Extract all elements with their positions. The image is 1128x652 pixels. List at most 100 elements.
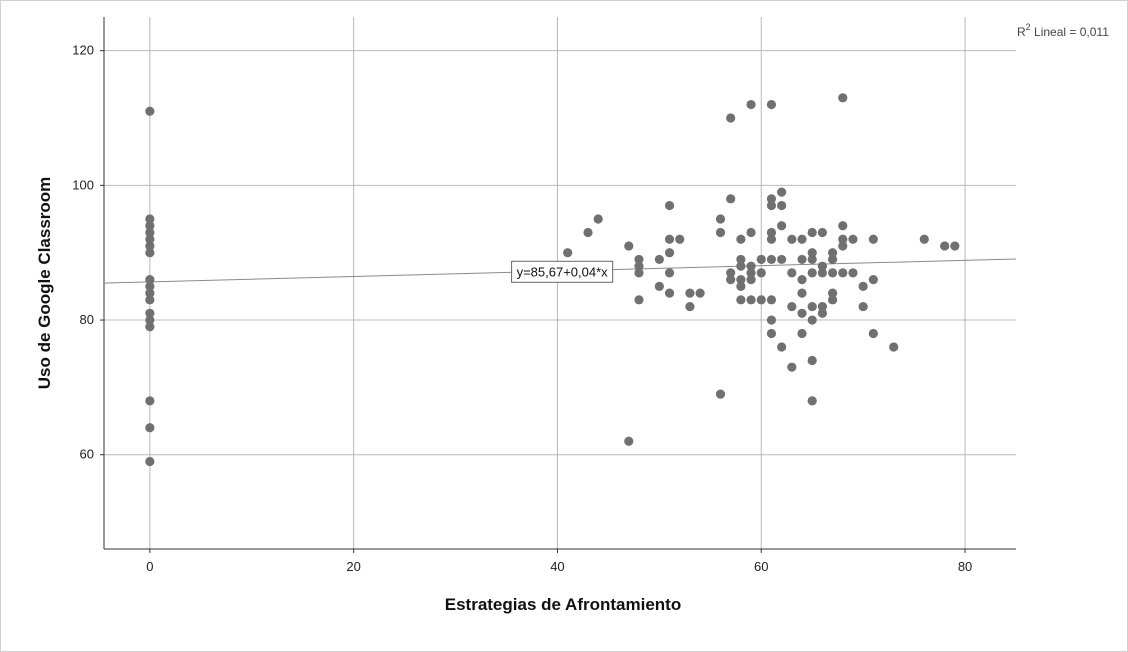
data-point (807, 248, 817, 258)
data-point (807, 254, 817, 265)
data-point (787, 268, 797, 278)
r2-label: R2 Lineal = 0,011 (1017, 22, 1109, 39)
x-ticks: 0 20 40 60 80 (146, 549, 972, 574)
data-point (817, 268, 827, 278)
data-point (817, 261, 827, 271)
data-point (634, 268, 644, 278)
data-point (817, 227, 827, 238)
data-point (634, 254, 644, 265)
x-tick-label: 60 (754, 559, 768, 574)
data-point (685, 301, 695, 312)
y-tick-label: 80 (80, 312, 94, 327)
data-point (145, 221, 155, 231)
data-point (797, 288, 807, 298)
data-point (624, 436, 634, 446)
data-point (715, 214, 726, 224)
data-point (746, 295, 756, 305)
data-point (583, 227, 593, 238)
data-point (145, 106, 155, 116)
data-point (145, 241, 155, 251)
data-point (807, 227, 817, 238)
data-point (777, 200, 787, 211)
data-point (726, 268, 736, 278)
data-point (797, 275, 807, 285)
data-point (715, 389, 726, 399)
data-point (726, 275, 736, 285)
data-point (838, 234, 848, 244)
y-axis-title: Uso de Google Classroom (35, 177, 54, 390)
data-point (145, 281, 155, 291)
data-point (145, 315, 155, 325)
data-points (145, 93, 960, 467)
data-point (838, 241, 848, 251)
data-point (940, 241, 950, 251)
data-point (807, 301, 817, 312)
data-point (817, 308, 827, 318)
data-point (766, 295, 777, 305)
data-point (746, 275, 756, 285)
data-point (664, 200, 675, 211)
data-point (858, 301, 868, 312)
data-point (736, 254, 746, 265)
r2-prefix: R (1017, 25, 1026, 39)
data-point (817, 301, 827, 312)
data-point (807, 355, 817, 366)
x-tick-label: 80 (958, 559, 972, 574)
data-point (675, 234, 685, 244)
data-point (797, 308, 807, 318)
data-point (787, 362, 797, 372)
data-point (695, 288, 705, 298)
data-point (777, 221, 787, 231)
data-point (777, 254, 787, 265)
data-point (145, 423, 155, 433)
data-point (145, 396, 155, 406)
data-point (807, 396, 817, 406)
data-point (145, 308, 155, 318)
data-point (145, 234, 155, 244)
data-point (736, 261, 746, 271)
data-point (756, 295, 766, 305)
data-point (889, 342, 899, 352)
data-point (766, 99, 777, 110)
data-point (868, 234, 878, 244)
data-point (736, 295, 746, 305)
data-point (756, 268, 766, 278)
x-tick-label: 40 (550, 559, 564, 574)
data-point (145, 227, 155, 238)
data-point (807, 315, 817, 325)
data-point (145, 275, 155, 285)
data-point (664, 234, 675, 244)
data-point (736, 234, 746, 244)
data-point (787, 234, 797, 244)
data-point (950, 241, 960, 251)
data-point (787, 301, 797, 312)
data-point (777, 342, 787, 352)
data-point (777, 187, 787, 197)
x-tick-label: 0 (146, 559, 153, 574)
data-point (766, 315, 777, 325)
data-point (766, 227, 777, 238)
data-point (634, 261, 644, 271)
data-point (858, 281, 868, 291)
y-ticks: 60 80 100 120 (72, 43, 104, 462)
equation-label-box (511, 260, 614, 283)
data-point (145, 248, 155, 258)
data-point (145, 456, 155, 467)
equation-label: y=85,67+0,04*x (517, 264, 609, 279)
data-point (827, 295, 838, 305)
data-point (827, 268, 838, 278)
data-point (145, 288, 155, 298)
data-point (746, 261, 756, 271)
data-point (664, 288, 675, 298)
data-point (919, 234, 929, 244)
data-point (797, 234, 807, 244)
data-point (736, 275, 746, 285)
data-point (664, 268, 675, 278)
data-point (654, 254, 664, 265)
data-point (838, 221, 848, 231)
data-point (766, 254, 777, 265)
data-point (593, 214, 603, 224)
r2-text: Lineal = 0,011 (1031, 25, 1110, 39)
